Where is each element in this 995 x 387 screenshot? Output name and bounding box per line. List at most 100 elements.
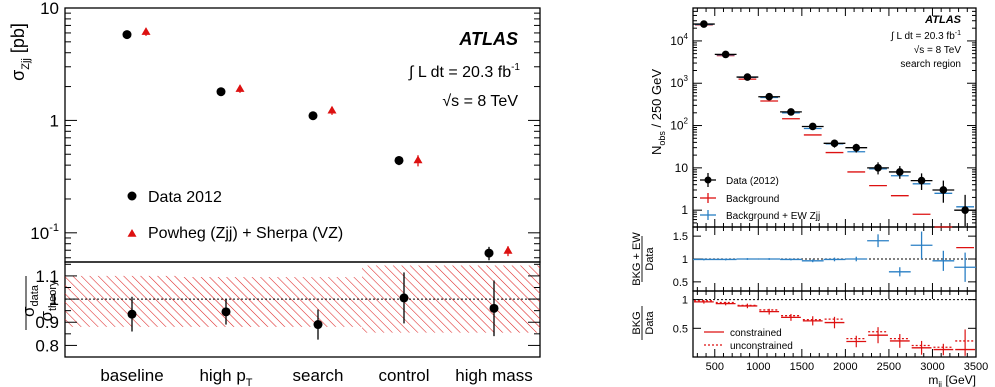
legend-unconstrained-label: unconstrained — [730, 341, 793, 352]
left-category-label-3: search — [292, 366, 343, 385]
data2012-point-4 — [765, 92, 773, 101]
svg-text:Data: Data — [644, 311, 656, 335]
right-xtick-label: 1000 — [746, 361, 770, 373]
ratio1-ytick-label: 1 — [682, 254, 688, 266]
svg-text:BKG + EW: BKG + EW — [631, 232, 643, 286]
right-region-label: search region — [900, 59, 961, 70]
ratio2-legend: constrained unconstrained — [704, 328, 793, 352]
ratio-ytick-label: 0.8 — [35, 336, 59, 355]
ratio-point-1 — [127, 309, 137, 319]
left-category-label-5: high mass — [455, 366, 532, 385]
right-legend: Data (2012) Background Background + EW Z… — [700, 173, 820, 222]
ratio-point-2 — [221, 307, 231, 317]
ratio2-ytick-label: 1 — [682, 295, 688, 307]
data2012-point-13 — [961, 206, 969, 214]
data2012-point-2 — [721, 50, 730, 59]
legend-data2012-marker — [704, 176, 712, 184]
left-energy-label: √s = 8 TeV — [442, 93, 518, 110]
legend-data-marker — [127, 191, 137, 201]
ratio-ytick-label: 1 — [50, 290, 59, 309]
data2012-point-6 — [808, 122, 817, 131]
ratio2-ytick-label: 0.5 — [673, 323, 688, 335]
right-xtick-label: 2000 — [833, 361, 857, 373]
data2012-point-1 — [700, 20, 708, 28]
svg-text:Data: Data — [644, 247, 656, 271]
ratio1-y-label: BKG + EW Data — [631, 232, 656, 286]
svg-text:BKG: BKG — [631, 311, 643, 334]
ratio1-ytick-label: 1.5 — [673, 231, 688, 243]
data2012-point-7 — [830, 139, 839, 148]
legend-constrained-label: constrained — [730, 328, 782, 339]
right-y-axis-label: Nobs / 250 GeV — [649, 69, 667, 155]
left-lumi-label: ∫ L dt = 20.3 fb-1 — [408, 62, 520, 81]
data2012-point-10 — [896, 168, 904, 176]
right-ytick-sup: 2 — [684, 117, 689, 126]
data2012-point-12 — [939, 186, 948, 194]
left-ytick-label: 1 — [50, 111, 59, 130]
right-energy-label: √s = 8 TeV — [914, 44, 962, 56]
theory-point-4 — [413, 155, 423, 164]
legend-theory-marker — [127, 229, 137, 237]
right-ytick-label: 103 — [670, 74, 688, 90]
data2012-point-5 — [787, 108, 795, 116]
left-category-label-2: high pT — [199, 366, 252, 387]
right-ytick-sup: 3 — [684, 74, 689, 83]
ratio1-ytick-label: 0.5 — [673, 277, 688, 289]
right-atlas-label: ATLAS — [924, 14, 962, 26]
right-chart: 500 1000 1500 2000 2500 3000 3500 1 10 102 103 104 0… — [631, 7, 988, 387]
data-point-1 — [122, 30, 132, 40]
data2012-point-3 — [743, 73, 752, 81]
right-xtick-label: 3500 — [964, 361, 988, 373]
theory-point-1 — [141, 27, 151, 35]
legend-background-label: Background — [726, 194, 779, 205]
right-ratio2-frame — [692, 290, 977, 358]
right-xtick-label: 3000 — [920, 361, 944, 373]
svg-text:σdata: σdata — [19, 284, 41, 317]
right-ytick-sup: 4 — [684, 32, 689, 41]
left-ratio-y-label: σdata σtheory — [19, 276, 59, 330]
left-ytick-label: 10-1 — [30, 222, 59, 243]
left-category-sub: T — [246, 377, 253, 387]
ratio-ytick-label: 0.9 — [35, 313, 59, 332]
svg-text:σtheory: σtheory — [37, 280, 59, 322]
right-ytick-label: 104 — [670, 32, 688, 48]
left-y-axis-label: σZjj [pb] — [8, 23, 32, 81]
theory-point-5 — [503, 245, 513, 254]
left-legend: Data 2012 Powheg (Zjj) + Sherpa (VZ) — [127, 189, 343, 242]
data2012-point-8 — [852, 143, 861, 152]
left-atlas-label: ATLAS — [458, 29, 518, 49]
data2012-point-11 — [917, 176, 926, 185]
legend-theory-label: Powheg (Zjj) + Sherpa (VZ) — [148, 225, 343, 242]
right-ytick-label: 102 — [670, 117, 688, 133]
right-xtick-label: 1500 — [790, 361, 814, 373]
right-lumi-label: ∫ L dt = 20.3 fb-1 — [890, 30, 961, 42]
ratio-point-4 — [399, 293, 409, 303]
right-x-axis-label: mjj [GeV] — [928, 373, 976, 387]
ratio-band-3 — [272, 277, 362, 327]
left-ytick-label: 10 — [40, 0, 59, 18]
data2012-point-9 — [874, 164, 882, 172]
data-point-5 — [484, 248, 494, 258]
ratio-ytick-label: 1.1 — [35, 267, 59, 286]
right-xtick-label: 500 — [706, 361, 724, 373]
data-point-2 — [216, 87, 226, 97]
left-category-label-1: baseline — [100, 366, 163, 385]
data-point-4 — [394, 155, 404, 165]
left-chart: 10 1 10-1 0.8 0.9 1 1.1 ATLAS ∫ L dt = 20.3 fb… — [8, 0, 541, 387]
legend-data-label: Data 2012 — [148, 189, 222, 206]
ratio2-y-label: BKG Data — [631, 306, 656, 340]
theory-point-3 — [327, 105, 337, 114]
left-ytick-sup: -1 — [49, 222, 59, 234]
legend-data2012-label: Data (2012) — [726, 176, 779, 187]
ratio-point-3 — [313, 320, 323, 330]
ratio-band-1 — [65, 275, 180, 327]
data-point-3 — [308, 111, 318, 121]
right-ytick-label: 10 — [675, 161, 689, 175]
theory-point-2 — [235, 84, 245, 92]
left-category-label-4: control — [378, 366, 429, 385]
right-xtick-label: 2500 — [877, 361, 901, 373]
legend-bkg-ew-label: Background + EW Zjj — [726, 211, 820, 222]
right-ytick-label: 1 — [681, 203, 688, 217]
ratio-point-5 — [489, 303, 499, 313]
